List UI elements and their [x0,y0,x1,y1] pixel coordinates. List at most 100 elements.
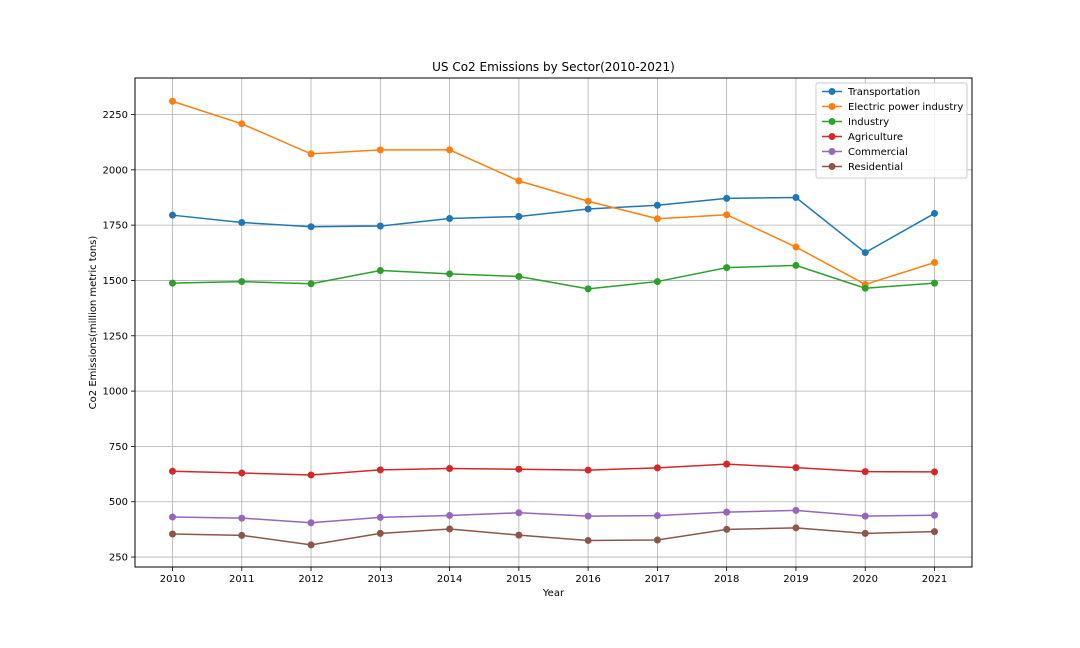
x-tick-label: 2015 [506,574,531,585]
legend-label: Residential [848,162,903,173]
series-transportation [169,193,938,257]
y-tick-label: 1000 [103,387,128,398]
data-point [792,261,800,269]
series-line [172,264,935,290]
data-point [792,524,800,532]
data-point [515,531,523,539]
data-point [584,512,592,520]
data-point [584,466,592,474]
legend-item: Electric power industry [822,102,963,113]
data-point [446,146,454,154]
data-point [515,177,523,185]
x-tick-label: 2020 [853,574,878,585]
y-tick-label: 750 [109,442,128,453]
data-point [307,223,315,231]
data-point [931,259,938,267]
series-industry [169,261,938,293]
data-point [238,531,246,539]
y-tick-label: 1500 [103,276,128,287]
data-point [169,467,176,475]
data-point [653,201,661,209]
data-point [931,511,938,519]
data-point [376,222,384,230]
plot-area-frame [134,77,973,568]
data-point [376,529,384,537]
series-residential [169,524,938,549]
series-group [169,97,938,549]
data-point [931,468,938,476]
data-point [446,511,454,519]
data-point [653,512,661,520]
data-point [169,279,176,287]
legend-label: Industry [848,117,889,128]
data-point [723,194,731,202]
data-point [307,541,315,549]
data-point [376,146,384,154]
data-point [931,209,938,217]
x-tick-label: 2010 [160,574,185,585]
legend-label: Commercial [848,147,908,158]
y-axis-title: Co2 Emissions(million metric tons) [88,236,99,410]
y-tick-label: 1250 [103,331,128,342]
data-point [861,529,869,537]
data-point [584,536,592,544]
y-tick-label: 1750 [103,221,128,232]
legend: Transportation Electric power industry Ind… [815,82,968,179]
data-point [723,525,731,533]
legend-label: Transportation [847,87,920,98]
x-tick-label: 2011 [229,574,254,585]
y-tick-label: 250 [109,553,128,564]
data-point [238,469,246,477]
legend-label: Electric power industry [848,102,963,113]
x-tick-label: 2019 [783,574,808,585]
data-point [792,243,800,251]
data-point [584,205,592,213]
series-line [172,509,935,524]
data-point [584,285,592,293]
data-point [238,278,246,286]
data-point [169,97,176,105]
series-line [172,527,935,546]
data-point [446,465,454,473]
data-point [307,280,315,288]
data-point [653,215,661,223]
series-line [172,463,935,476]
chart-title: US Co2 Emissions by Sector(2010-2021) [432,60,675,74]
data-point [931,528,938,536]
x-tick-label: 2016 [575,574,600,585]
data-point [931,279,938,287]
data-point [515,509,523,517]
data-point [861,512,869,520]
data-point [653,278,661,286]
legend-marker [828,133,836,140]
x-tick-label: 2013 [368,574,393,585]
legend-item: Industry [822,117,889,128]
x-tick-label: 2018 [714,574,739,585]
y-tick-label: 500 [109,497,128,508]
data-point [723,264,731,272]
legend-item: Residential [822,162,903,173]
data-point [861,468,869,476]
x-tick-label: 2017 [645,574,670,585]
data-point [169,530,176,538]
data-point [238,514,246,522]
data-point [653,536,661,544]
legend-marker [828,118,836,125]
x-tick-label: 2012 [298,574,323,585]
data-point [446,270,454,278]
data-point [446,525,454,533]
legend-item: Transportation [822,87,920,98]
x-tick-label: 2014 [437,574,462,585]
data-point [238,120,246,128]
y-tick-label: 2000 [103,165,128,176]
data-point [653,464,661,472]
data-point [515,272,523,280]
data-point [169,211,176,219]
legend-marker [828,88,836,95]
data-point [376,267,384,275]
data-point [376,513,384,521]
data-point [307,150,315,158]
data-point [376,466,384,474]
